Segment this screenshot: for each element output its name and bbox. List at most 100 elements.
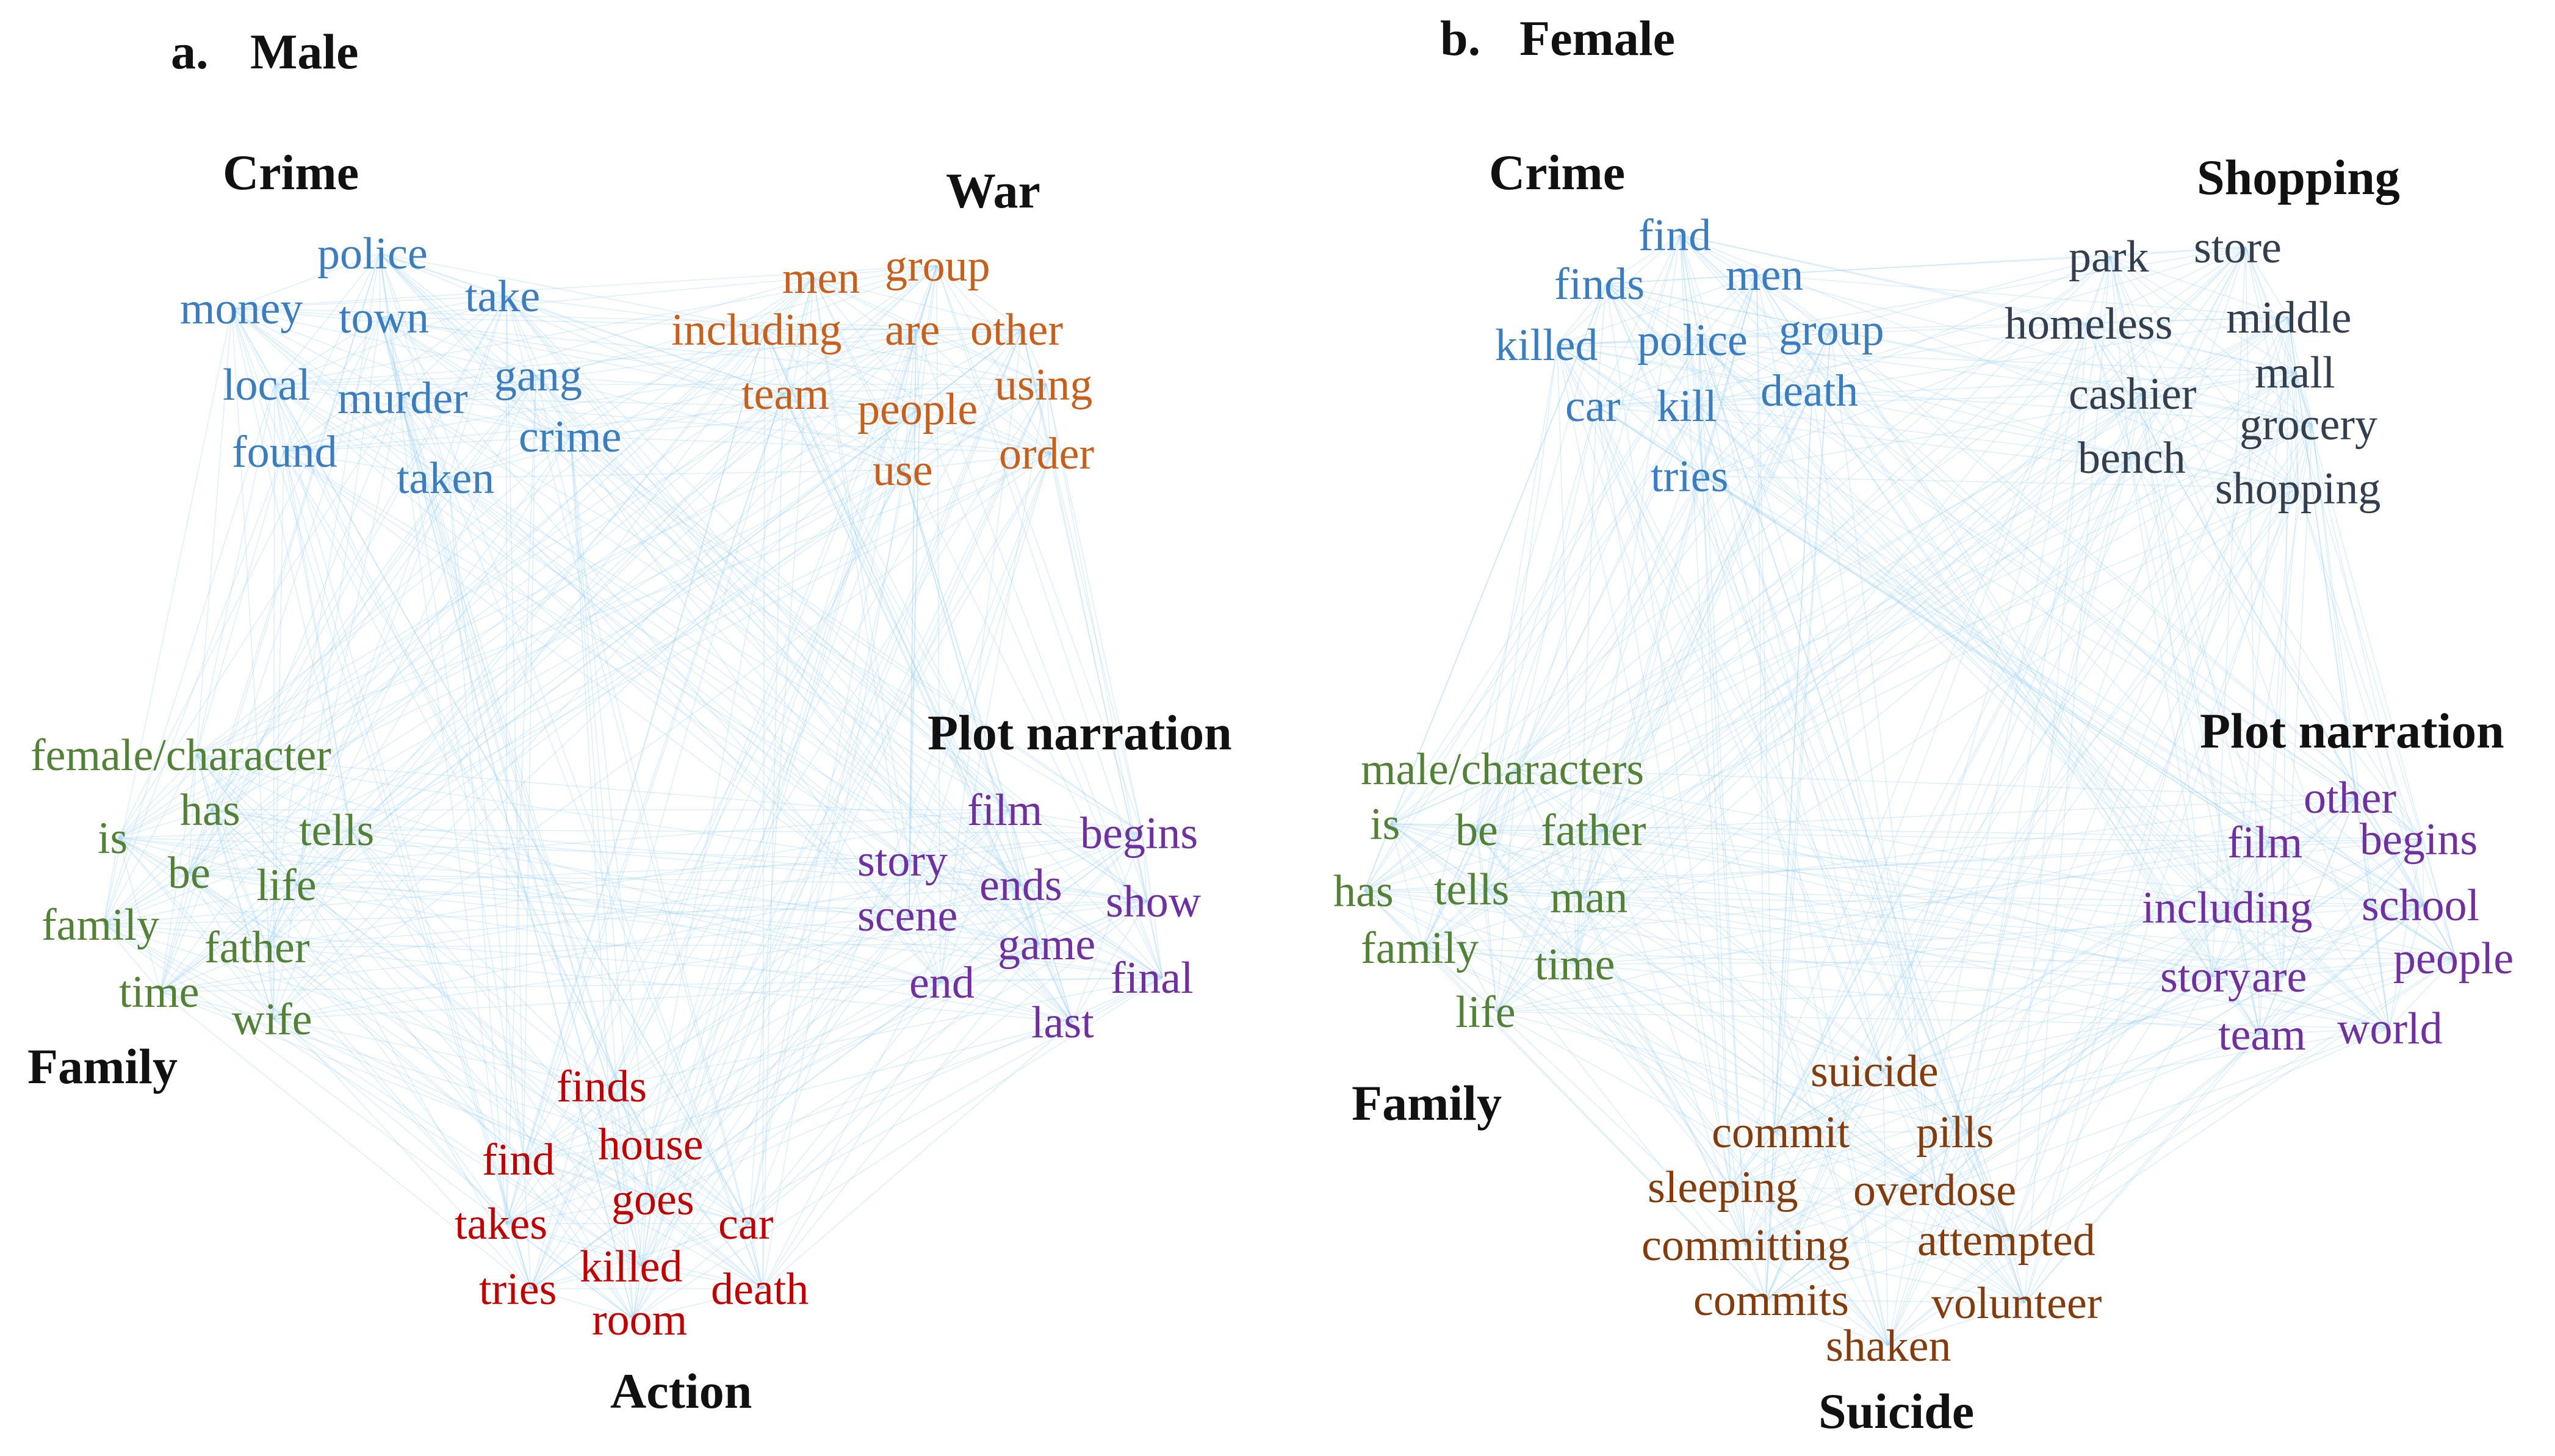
network-edge <box>1580 393 2142 898</box>
network-edge <box>1580 390 1813 898</box>
network-edge <box>813 277 1163 978</box>
network-edge <box>1605 283 1746 1245</box>
network-edge <box>1699 339 1703 477</box>
network-edge <box>782 329 1023 394</box>
network-edge <box>1596 405 1884 1072</box>
network-edge <box>380 317 941 983</box>
network-edge <box>103 924 609 1087</box>
network-edge <box>530 1086 609 1289</box>
network-edge <box>160 991 650 1145</box>
network-edge <box>1364 768 1517 892</box>
network-edge <box>103 408 920 925</box>
network-edge <box>1883 904 2424 1072</box>
network-edge <box>649 901 1148 1145</box>
network-edge <box>2141 372 2297 394</box>
network-edge <box>103 924 274 1020</box>
word-node-b-suicide: commits <box>1693 1275 1849 1325</box>
network-edge <box>1557 344 2297 373</box>
network-edge <box>1967 317 2289 1133</box>
network-edge <box>813 277 1051 454</box>
word-node-a-family: wife <box>232 995 312 1045</box>
network-edge <box>297 884 650 1145</box>
network-edge <box>523 1086 609 1160</box>
network-edge <box>379 253 1040 945</box>
network-edge <box>2141 393 2260 1035</box>
network-edge <box>764 265 937 330</box>
network-edge <box>641 329 1023 1267</box>
network-edge <box>903 469 1073 1023</box>
network-edge <box>2268 372 2297 843</box>
network-edge <box>1516 768 1969 1133</box>
network-edge <box>211 809 763 1289</box>
network-edge <box>1730 842 2269 1188</box>
network-edge <box>211 809 1022 885</box>
network-edge <box>1765 329 1831 1300</box>
network-edge <box>211 295 507 810</box>
network-edge <box>196 754 1148 902</box>
network-edge <box>1422 947 1577 965</box>
network-edge <box>1773 1070 1884 1133</box>
network-edge <box>506 469 904 1224</box>
network-edge <box>1765 1131 1969 1300</box>
network-edge <box>1605 283 1703 477</box>
network-edge <box>380 317 1051 454</box>
network-edge <box>188 872 298 885</box>
network-edge <box>2355 797 2424 906</box>
network-edge <box>940 384 1047 983</box>
network-edge <box>1422 256 2111 948</box>
network-edge <box>2421 838 2456 959</box>
network-edge <box>1773 1131 1889 1346</box>
network-edge <box>1765 1189 1937 1300</box>
network-edge <box>1020 884 1148 902</box>
network-edge <box>1476 488 2299 831</box>
network-edge <box>231 308 1023 330</box>
network-edge <box>1390 823 1477 831</box>
network-edge <box>1596 405 2269 843</box>
network-edge <box>1887 1302 2025 1346</box>
network-edge <box>641 265 937 1267</box>
network-edge <box>1883 372 2297 1072</box>
network-edge <box>1698 390 1813 406</box>
network-edge <box>118 837 274 1020</box>
network-edge <box>2288 317 2356 798</box>
network-edge <box>2312 423 2356 798</box>
network-edge <box>1485 888 2011 1241</box>
network-edge <box>1756 274 1831 330</box>
word-node-b-family: be <box>1455 805 1498 856</box>
network-edge <box>103 837 119 925</box>
network-edge <box>1039 943 1163 978</box>
network-edge <box>1773 976 2283 1133</box>
network-edge <box>1730 904 2424 1188</box>
network-edge <box>196 754 634 1320</box>
network-edge <box>608 265 937 1087</box>
network-edge <box>1883 957 2456 1072</box>
network-edge <box>1702 390 1813 477</box>
network-edge <box>782 384 1047 394</box>
network-edge <box>231 308 910 916</box>
network-edge <box>1476 829 1577 965</box>
network-edge <box>535 375 1073 1023</box>
network-edge <box>1496 274 1757 1012</box>
network-edge <box>188 809 212 873</box>
network-edge <box>2110 247 2246 257</box>
network-edge <box>103 453 1051 925</box>
network-edge <box>1557 323 2088 345</box>
network-edge <box>2024 976 2213 1303</box>
network-edge <box>570 329 917 437</box>
network-edge <box>1364 890 1424 948</box>
network-edge <box>506 1198 654 1224</box>
network-edge <box>1364 890 1577 965</box>
word-node-a-plot: scene <box>857 891 957 941</box>
network-edge <box>1422 405 1699 948</box>
network-edge <box>633 1198 654 1320</box>
network-edge <box>1745 838 2423 1245</box>
word-node-b-shopping: park <box>2069 232 2149 282</box>
network-edge <box>530 1266 643 1289</box>
word-node-b-family: male/characters <box>1361 744 1644 795</box>
network-edge <box>1812 390 2423 840</box>
word-node-b-shopping: homeless <box>2005 299 2172 349</box>
network-edge <box>506 1086 609 1224</box>
network-edge <box>1887 842 2269 1346</box>
network-edge <box>1496 907 2236 1012</box>
network-edge <box>909 860 941 983</box>
